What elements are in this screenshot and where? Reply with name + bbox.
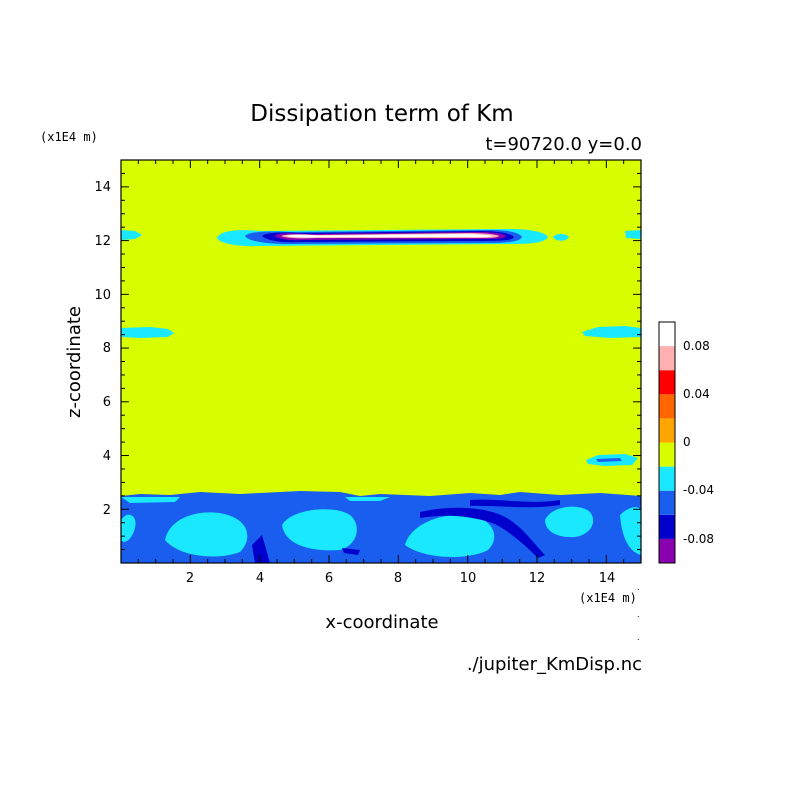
colorbar-segment <box>659 370 675 395</box>
colorbar-segment <box>659 466 675 491</box>
colorbar-segment <box>659 490 675 515</box>
colorbar-segment <box>659 442 675 467</box>
region-lower-layer <box>121 491 641 563</box>
marker-dot: . <box>637 583 640 592</box>
patch-blue-z4 <box>596 458 622 462</box>
x-tick-label: 8 <box>394 571 402 586</box>
colorbar-segment <box>659 346 675 371</box>
colorbar-label: 0 <box>683 435 691 449</box>
colorbar-segment <box>659 538 675 563</box>
y-axis-title: z-coordinate <box>64 306 85 418</box>
cell-cyan-8 <box>345 497 390 501</box>
y-tick-label: 10 <box>94 288 111 303</box>
y-unit-label: (x1E4 m) <box>40 130 98 144</box>
colorbar-label: 0.04 <box>683 387 710 401</box>
band-cyan-right-edge <box>625 230 641 239</box>
filament-dark-2 <box>470 499 560 508</box>
x-axis-title: x-coordinate <box>325 612 438 633</box>
x-tick-label: 14 <box>599 571 616 586</box>
y-tick-label: 2 <box>103 503 111 518</box>
marker-dot: . <box>637 633 640 642</box>
axis-ticks <box>121 160 641 563</box>
filament-dark-4 <box>342 548 360 555</box>
cell-cyan-3 <box>405 514 495 557</box>
cell-cyan-4 <box>545 506 594 538</box>
marker-dot: . <box>637 610 640 619</box>
x-unit-label: (x1E4 m) <box>579 591 637 605</box>
x-tick-label: 10 <box>460 571 477 586</box>
cell-cyan-6 <box>121 514 136 542</box>
colorbar-label: -0.08 <box>683 532 714 546</box>
cell-cyan-2 <box>282 509 357 551</box>
colorbar-labels: 0.08 0.04 0 -0.04 -0.08 <box>683 339 714 546</box>
y-tick-label: 8 <box>103 341 111 356</box>
colorbar <box>659 346 675 563</box>
colorbar-segment <box>659 394 675 419</box>
band-cyan-left-edge <box>121 230 142 240</box>
x-tick-label: 12 <box>529 571 546 586</box>
colorbar-label: -0.04 <box>683 483 714 497</box>
y-tick-labels: 2 4 6 8 10 12 14 <box>94 180 111 518</box>
x-tick-labels: 2 4 6 8 10 12 14 <box>186 571 615 586</box>
filament-dark-1 <box>420 507 545 558</box>
y-tick-label: 6 <box>103 395 111 410</box>
colorbar-label: 0.08 <box>683 339 710 353</box>
colorbar-segment <box>659 514 675 539</box>
cell-cyan-7 <box>121 497 180 503</box>
contour-field <box>121 160 641 563</box>
band-cyan-blob <box>553 234 569 241</box>
cell-cyan-1 <box>165 512 248 557</box>
band-core-white <box>286 234 493 238</box>
y-tick-label: 4 <box>103 449 111 464</box>
chart-title: Dissipation term of Km <box>250 101 513 127</box>
y-tick-label: 12 <box>94 234 111 249</box>
x-tick-label: 6 <box>325 571 333 586</box>
filament-dark-3 <box>252 535 270 563</box>
y-tick-label: 14 <box>94 180 111 195</box>
x-tick-label: 4 <box>256 571 264 586</box>
cell-cyan-5 <box>620 507 641 555</box>
patch-cyan-z8-left <box>121 327 174 338</box>
patch-cyan-z8-right <box>582 326 641 338</box>
chart-subtitle: t=90720.0 y=0.0 <box>485 134 642 155</box>
colorbar-segment <box>659 418 675 443</box>
x-tick-label: 2 <box>186 571 194 586</box>
colorbar-frame <box>658 321 676 564</box>
source-file-label: ./jupiter_KmDisp.nc <box>467 654 642 675</box>
